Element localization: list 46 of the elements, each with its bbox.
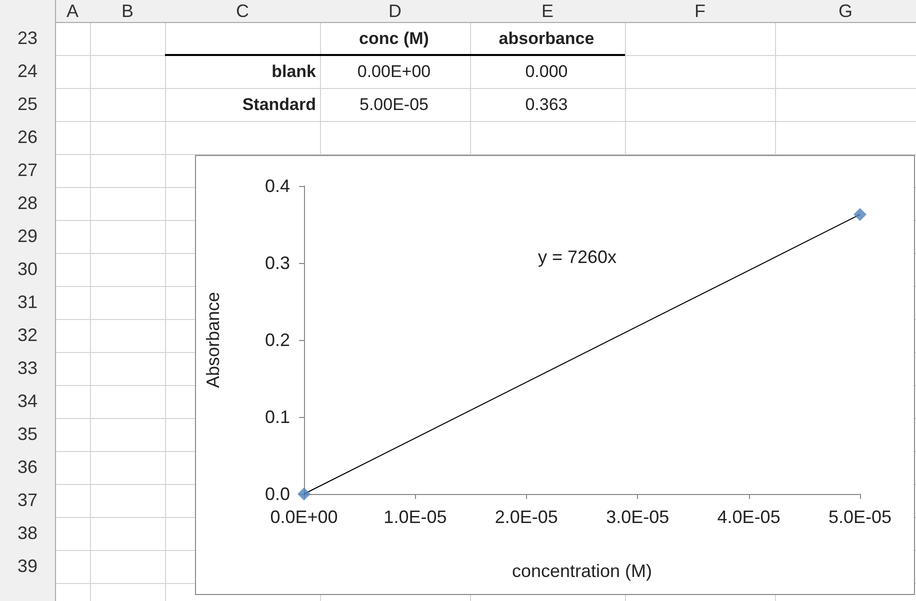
text: 31 — [16, 291, 39, 314]
text: D — [388, 0, 402, 22]
text: 24 — [16, 60, 39, 83]
text: 29 — [16, 225, 39, 248]
text: 38 — [16, 522, 39, 545]
text: 0.000 — [524, 61, 569, 83]
y-tick-label: 0.0 — [264, 484, 290, 504]
x-axis-title: concentration (M) — [512, 561, 652, 581]
text: conc (M) — [358, 28, 430, 50]
text: blank — [270, 61, 316, 83]
text: 37 — [16, 489, 39, 512]
x-tick-label: 0.0E+00 — [270, 507, 338, 527]
x-tick-label: 4.0E-05 — [717, 507, 780, 527]
y-tick-label: 0.3 — [264, 253, 290, 273]
text: 30 — [16, 258, 39, 281]
text: 26 — [16, 126, 39, 149]
text: 35 — [16, 423, 39, 446]
text: 25 — [16, 93, 39, 116]
text: E — [540, 0, 554, 22]
y-axis-title: Absorbance — [203, 292, 223, 388]
text: 0.00E+00 — [356, 61, 432, 83]
text: 23 — [16, 27, 39, 50]
x-tick-label: 5.0E-05 — [828, 507, 892, 527]
text: 32 — [16, 324, 39, 347]
text: 27 — [16, 159, 39, 182]
text: C — [235, 0, 250, 22]
text: Standard — [241, 94, 316, 116]
text: 36 — [16, 456, 39, 479]
y-tick-label: 0.4 — [264, 176, 290, 196]
x-tick-label: 3.0E-05 — [606, 507, 670, 527]
x-tick-label: 1.0E-05 — [384, 507, 447, 527]
text: 33 — [16, 357, 39, 380]
text: 39 — [16, 555, 39, 578]
y-tick-label: 0.2 — [264, 330, 290, 350]
text: F — [694, 0, 706, 22]
annotation: y = 7260x — [538, 247, 617, 267]
text: 5.00E-05 — [358, 94, 430, 116]
text: 34 — [16, 390, 39, 413]
x-tick-label: 2.0E-05 — [494, 507, 558, 527]
text: absorbance — [498, 28, 596, 50]
text: B — [120, 0, 134, 22]
text: A — [65, 0, 80, 22]
y-tick-label: 0.1 — [264, 407, 290, 427]
text: G — [837, 0, 854, 22]
text: 28 — [16, 192, 39, 215]
text: 0.363 — [524, 94, 569, 116]
